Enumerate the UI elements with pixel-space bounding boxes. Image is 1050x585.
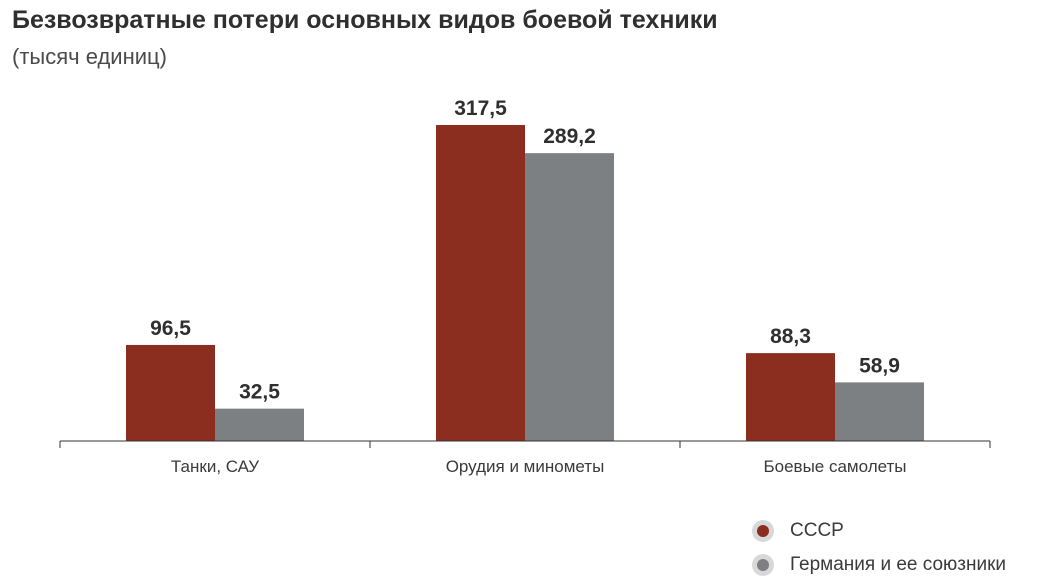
data-label-ussr-1: 317,5 bbox=[454, 97, 507, 120]
category-label-2: Боевые самолеты bbox=[763, 457, 906, 476]
legend-marker-germany bbox=[752, 554, 774, 576]
category-label-1: Орудия и минометы bbox=[446, 457, 605, 476]
category-label-0: Танки, САУ bbox=[171, 457, 259, 476]
bar-ussr-1 bbox=[436, 125, 525, 441]
legend-label-germany: Германия и ее союзники bbox=[790, 554, 1007, 575]
bar-ussr-2 bbox=[746, 353, 835, 441]
chart-subtitle: (тысяч единиц) bbox=[12, 44, 167, 69]
data-label-germany-2: 58,9 bbox=[859, 354, 900, 377]
bar-germany-2 bbox=[835, 382, 924, 441]
chart-title: Безвозвратные потери основных видов боев… bbox=[12, 6, 718, 34]
legend-swatch-ussr bbox=[757, 525, 769, 537]
data-label-ussr-2: 88,3 bbox=[770, 325, 811, 348]
legend-item-germany: Германия и ее союзники bbox=[752, 548, 1006, 582]
legend: СССР Германия и ее союзники bbox=[752, 514, 1006, 582]
data-label-germany-0: 32,5 bbox=[239, 381, 280, 404]
legend-swatch-germany bbox=[757, 559, 769, 571]
bar-ussr-0 bbox=[126, 344, 215, 441]
data-label-ussr-0: 96,5 bbox=[150, 317, 191, 340]
data-label-germany-1: 289,2 bbox=[543, 125, 596, 148]
legend-item-ussr: СССР bbox=[752, 514, 1006, 548]
legend-label-ussr: СССР bbox=[790, 520, 844, 541]
legend-marker-ussr bbox=[752, 520, 774, 542]
bar-germany-1 bbox=[525, 153, 614, 441]
bar-germany-0 bbox=[215, 408, 304, 441]
